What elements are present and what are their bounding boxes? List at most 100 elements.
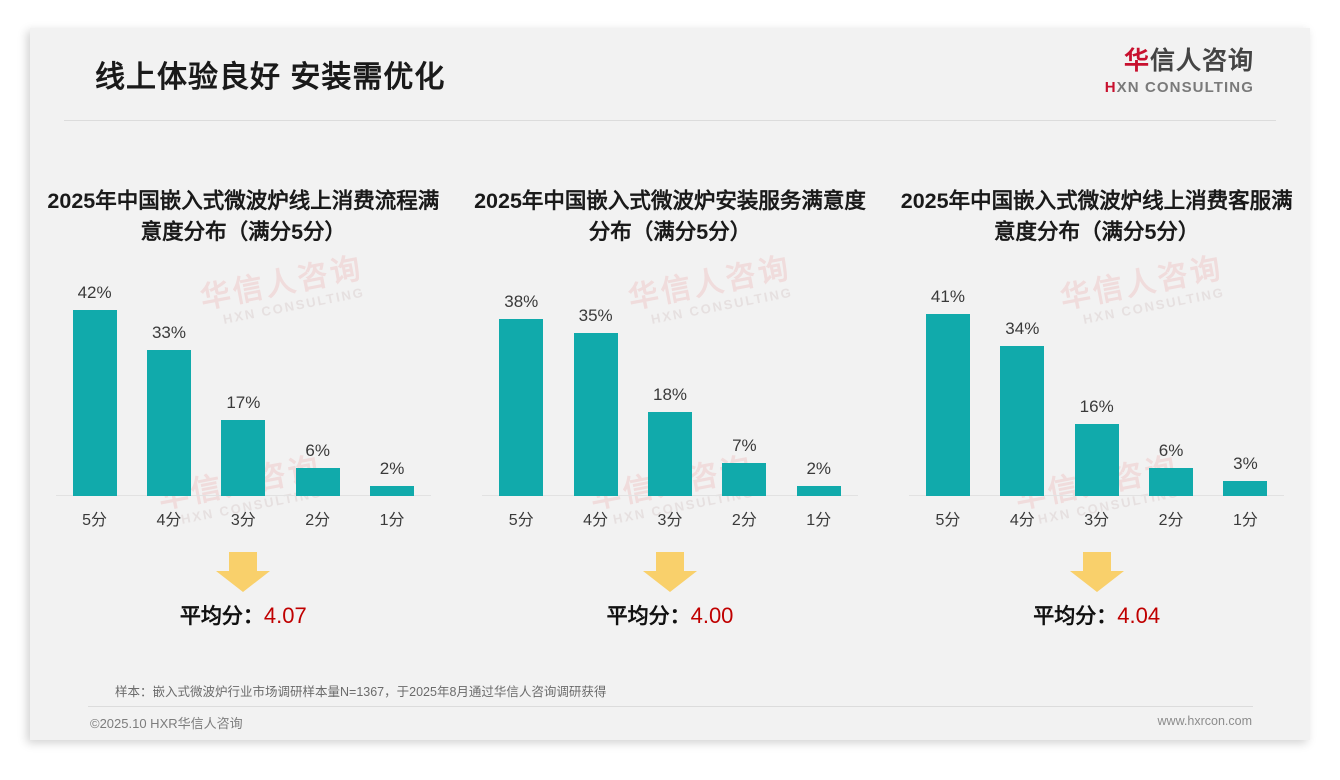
bar-rect [370, 486, 415, 496]
chart-title: 2025年中国嵌入式微波炉线上消费客服满意度分布（满分5分） [900, 189, 1293, 244]
logo-en-rest: XN CONSULTING [1116, 78, 1254, 96]
arrow-head [216, 571, 271, 592]
average-score-value: 4.04 [1117, 603, 1161, 628]
bar-column: 6% 2分 [1141, 238, 1202, 529]
average-score-text: 平均分：4.07 [30, 600, 457, 630]
logo-hua-char: 华 [1123, 47, 1150, 75]
chart-panel-1: 2025年中国嵌入式微波炉线上消费流程满意度分布（满分5分） 42% 5分 33… [30, 148, 457, 668]
logo-h-char: H [1104, 78, 1117, 96]
bar-column: 34% 4分 [992, 238, 1053, 529]
bar-value-label: 6% [1158, 441, 1184, 460]
bar-category-label: 3分 [230, 512, 256, 529]
bar-category-label: 3分 [657, 512, 683, 529]
average-score-label: 平均分： [1033, 605, 1118, 628]
bar-category-label: 1分 [806, 512, 832, 529]
bar-category-label: 3分 [1084, 512, 1110, 529]
bar-value-label: 18% [652, 385, 688, 404]
average-score-value: 4.07 [263, 603, 307, 628]
chart-panel-3: 2025年中国嵌入式微波炉线上消费客服满意度分布（满分5分） 41% 5分 34… [883, 148, 1310, 668]
average-score-label: 平均分： [606, 605, 691, 628]
bar-column: 35% 4分 [565, 238, 626, 529]
logo-chinese-text: 华信人咨询 [1105, 47, 1254, 76]
average-score-block: 平均分：4.00 [457, 552, 884, 630]
logo-english-text: HXN CONSULTING [1105, 79, 1254, 96]
bar-chart: 42% 5分 33% 4分 17% 3分 6% [30, 238, 457, 538]
chart-title: 2025年中国嵌入式微波炉线上消费流程满意度分布（满分5分） [47, 189, 440, 244]
bar-chart: 38% 5分 35% 4分 18% 3分 7% [457, 238, 884, 538]
bar-value-label: 38% [504, 292, 539, 311]
bar-value-label: 41% [930, 287, 965, 306]
bar-value-label: 3% [1233, 454, 1258, 473]
arrow-head [1069, 571, 1124, 592]
bar-value-label: 17% [226, 393, 261, 412]
bar-column: 42% 5分 [64, 238, 125, 529]
down-arrow-icon [643, 552, 697, 592]
bar-rect [1223, 481, 1268, 496]
bar-rect [1000, 346, 1045, 496]
bars-group: 41% 5分 34% 4分 16% 3分 6% [917, 238, 1276, 529]
average-score-block: 平均分：4.07 [30, 552, 457, 630]
logo-cn-rest: 信人咨询 [1149, 47, 1254, 75]
bar-rect [925, 314, 970, 496]
bar-category-label: 2分 [305, 512, 331, 529]
bar-column: 7% 2分 [714, 238, 775, 529]
average-score-value: 4.00 [690, 603, 734, 628]
bar-value-label: 2% [379, 459, 405, 478]
bar-category-label: 4分 [583, 512, 609, 529]
bar-category-label: 4分 [156, 512, 182, 529]
bar-rect [1149, 468, 1194, 496]
bar-column: 17% 3分 [213, 238, 274, 529]
bar-rect [499, 319, 544, 496]
bar-column: 16% 3分 [1066, 238, 1127, 529]
bar-column: 3% 1分 [1215, 238, 1276, 529]
average-score-label: 平均分： [179, 605, 264, 628]
bar-rect [573, 333, 618, 496]
bar-category-label: 2分 [731, 512, 757, 529]
website-link[interactable]: www.hxrcon.com [1157, 714, 1252, 728]
bar-rect [72, 310, 117, 496]
bar-category-label: 5分 [82, 512, 108, 529]
bar-rect [221, 420, 266, 496]
slide-footer: ©2025.10 HXR华信人咨询 www.hxrcon.com [30, 707, 1310, 740]
arrow-head [643, 571, 697, 592]
bar-category-label: 1分 [379, 512, 405, 529]
bar-value-label: 7% [732, 436, 757, 455]
page-title: 线上体验良好 安装需优化 [95, 61, 446, 94]
down-arrow-icon [1069, 552, 1124, 592]
bar-category-label: 1分 [1232, 512, 1258, 529]
down-arrow-icon [216, 552, 271, 592]
bar-category-label: 2分 [1158, 512, 1184, 529]
bar-rect [295, 468, 340, 496]
chart-title: 2025年中国嵌入式微波炉安装服务满意度分布（满分5分） [474, 189, 866, 244]
arrow-stem [1082, 552, 1111, 572]
chart-panel-2: 2025年中国嵌入式微波炉安装服务满意度分布（满分5分） 38% 5分 35% … [457, 148, 884, 668]
bar-column: 2% 1分 [788, 238, 849, 529]
bar-value-label: 16% [1079, 397, 1114, 416]
average-score-text: 平均分：4.04 [883, 600, 1310, 630]
bar-rect [1074, 424, 1119, 496]
average-score-text: 平均分：4.00 [457, 600, 884, 630]
copyright-text: ©2025.10 HXR华信人咨询 [90, 716, 243, 731]
bar-category-label: 4分 [1009, 512, 1035, 529]
bar-value-label: 6% [305, 441, 330, 460]
average-score-block: 平均分：4.04 [883, 552, 1310, 630]
bar-value-label: 33% [151, 323, 186, 342]
bars-group: 42% 5分 33% 4分 17% 3分 6% [64, 238, 423, 529]
bar-rect [648, 412, 692, 496]
header-divider [64, 120, 1276, 121]
bar-rect [146, 350, 191, 496]
bar-column: 38% 5分 [491, 238, 552, 529]
bar-rect [796, 486, 841, 496]
bar-category-label: 5分 [935, 512, 961, 529]
footer-divider [88, 706, 1253, 707]
bar-column: 2% 1分 [362, 238, 423, 529]
brand-logo: 华信人咨询 HXN CONSULTING [1105, 47, 1254, 96]
arrow-stem [656, 552, 684, 572]
slide-canvas: 华信人咨询 HXN CONSULTING 华信人咨询 HXN CONSULTIN… [30, 28, 1310, 740]
bar-column: 18% 3分 [640, 238, 701, 529]
bar-value-label: 34% [1005, 319, 1040, 338]
arrow-stem [229, 552, 258, 572]
bar-value-label: 42% [77, 283, 112, 302]
bar-value-label: 35% [578, 306, 613, 325]
bar-value-label: 2% [806, 459, 832, 478]
